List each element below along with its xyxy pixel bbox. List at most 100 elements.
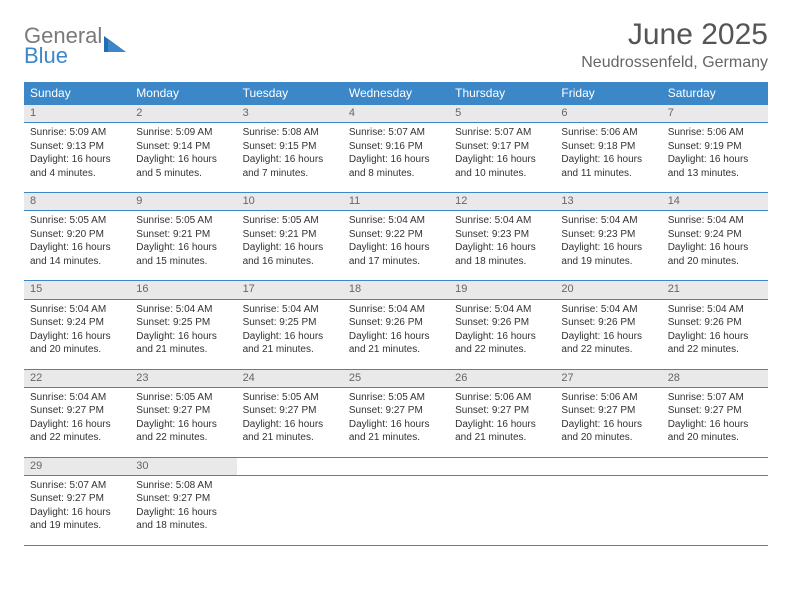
day-number: 27 xyxy=(555,369,661,387)
sunset-text: Sunset: 9:15 PM xyxy=(243,140,337,154)
sunset-text: Sunset: 9:16 PM xyxy=(349,140,443,154)
daynum-row: 22232425262728 xyxy=(24,369,768,387)
sunset-text: Sunset: 9:27 PM xyxy=(30,492,124,506)
day-number: 16 xyxy=(130,281,236,299)
sunrise-text: Sunrise: 5:04 AM xyxy=(668,214,762,228)
day-number: 21 xyxy=(662,281,768,299)
day-cell: Sunrise: 5:05 AMSunset: 9:27 PMDaylight:… xyxy=(130,387,236,457)
empty-cell xyxy=(555,475,661,545)
daylight-text: Daylight: 16 hours and 20 minutes. xyxy=(561,418,655,445)
sunset-text: Sunset: 9:27 PM xyxy=(243,404,337,418)
day-cell: Sunrise: 5:08 AMSunset: 9:27 PMDaylight:… xyxy=(130,475,236,545)
day-number: 9 xyxy=(130,193,236,211)
day-cell: Sunrise: 5:04 AMSunset: 9:26 PMDaylight:… xyxy=(555,299,661,369)
day-number: 26 xyxy=(449,369,555,387)
empty-cell xyxy=(662,475,768,545)
day-cell: Sunrise: 5:04 AMSunset: 9:26 PMDaylight:… xyxy=(662,299,768,369)
sunset-text: Sunset: 9:24 PM xyxy=(668,228,762,242)
sunrise-text: Sunrise: 5:04 AM xyxy=(30,303,124,317)
daylight-text: Daylight: 16 hours and 4 minutes. xyxy=(30,153,124,180)
day-cell: Sunrise: 5:04 AMSunset: 9:23 PMDaylight:… xyxy=(555,211,661,281)
empty-cell xyxy=(343,475,449,545)
sunset-text: Sunset: 9:19 PM xyxy=(668,140,762,154)
daylight-text: Daylight: 16 hours and 15 minutes. xyxy=(136,241,230,268)
day-number: 15 xyxy=(24,281,130,299)
day-cell: Sunrise: 5:04 AMSunset: 9:25 PMDaylight:… xyxy=(237,299,343,369)
weekday-header: Friday xyxy=(555,82,661,105)
sunrise-text: Sunrise: 5:05 AM xyxy=(136,391,230,405)
sunset-text: Sunset: 9:27 PM xyxy=(668,404,762,418)
day-cell: Sunrise: 5:07 AMSunset: 9:27 PMDaylight:… xyxy=(662,387,768,457)
header: GeneralBlue June 2025 Neudrossenfeld, Ge… xyxy=(24,18,768,72)
content-row: Sunrise: 5:07 AMSunset: 9:27 PMDaylight:… xyxy=(24,475,768,545)
daynum-row: 2930 xyxy=(24,457,768,475)
daylight-text: Daylight: 16 hours and 22 minutes. xyxy=(136,418,230,445)
month-title: June 2025 xyxy=(581,18,768,52)
day-cell: Sunrise: 5:09 AMSunset: 9:14 PMDaylight:… xyxy=(130,123,236,193)
daylight-text: Daylight: 16 hours and 7 minutes. xyxy=(243,153,337,180)
sunset-text: Sunset: 9:14 PM xyxy=(136,140,230,154)
day-number: 6 xyxy=(555,105,661,123)
day-number: 3 xyxy=(237,105,343,123)
sunset-text: Sunset: 9:25 PM xyxy=(136,316,230,330)
sunrise-text: Sunrise: 5:05 AM xyxy=(349,391,443,405)
weekday-header-row: Sunday Monday Tuesday Wednesday Thursday… xyxy=(24,82,768,105)
day-cell: Sunrise: 5:06 AMSunset: 9:18 PMDaylight:… xyxy=(555,123,661,193)
day-number: 30 xyxy=(130,457,236,475)
sunrise-text: Sunrise: 5:06 AM xyxy=(561,391,655,405)
sunset-text: Sunset: 9:27 PM xyxy=(455,404,549,418)
sunrise-text: Sunrise: 5:09 AM xyxy=(30,126,124,140)
daylight-text: Daylight: 16 hours and 19 minutes. xyxy=(30,506,124,533)
sunrise-text: Sunrise: 5:04 AM xyxy=(455,303,549,317)
sunrise-text: Sunrise: 5:04 AM xyxy=(668,303,762,317)
sunset-text: Sunset: 9:24 PM xyxy=(30,316,124,330)
daylight-text: Daylight: 16 hours and 20 minutes. xyxy=(30,330,124,357)
day-number: 29 xyxy=(24,457,130,475)
day-cell: Sunrise: 5:07 AMSunset: 9:17 PMDaylight:… xyxy=(449,123,555,193)
sunset-text: Sunset: 9:27 PM xyxy=(136,492,230,506)
weekday-header: Wednesday xyxy=(343,82,449,105)
sunrise-text: Sunrise: 5:06 AM xyxy=(668,126,762,140)
day-number: 1 xyxy=(24,105,130,123)
daylight-text: Daylight: 16 hours and 5 minutes. xyxy=(136,153,230,180)
daylight-text: Daylight: 16 hours and 10 minutes. xyxy=(455,153,549,180)
empty-cell xyxy=(237,457,343,475)
content-row: Sunrise: 5:04 AMSunset: 9:24 PMDaylight:… xyxy=(24,299,768,369)
daylight-text: Daylight: 16 hours and 11 minutes. xyxy=(561,153,655,180)
day-cell: Sunrise: 5:05 AMSunset: 9:20 PMDaylight:… xyxy=(24,211,130,281)
daylight-text: Daylight: 16 hours and 20 minutes. xyxy=(668,418,762,445)
sunset-text: Sunset: 9:23 PM xyxy=(561,228,655,242)
empty-cell xyxy=(555,457,661,475)
sunset-text: Sunset: 9:27 PM xyxy=(561,404,655,418)
sunrise-text: Sunrise: 5:04 AM xyxy=(561,214,655,228)
content-row: Sunrise: 5:04 AMSunset: 9:27 PMDaylight:… xyxy=(24,387,768,457)
sunrise-text: Sunrise: 5:05 AM xyxy=(30,214,124,228)
sunset-text: Sunset: 9:18 PM xyxy=(561,140,655,154)
daylight-text: Daylight: 16 hours and 22 minutes. xyxy=(561,330,655,357)
day-cell: Sunrise: 5:07 AMSunset: 9:27 PMDaylight:… xyxy=(24,475,130,545)
sunrise-text: Sunrise: 5:06 AM xyxy=(455,391,549,405)
day-number: 18 xyxy=(343,281,449,299)
day-number: 25 xyxy=(343,369,449,387)
daylight-text: Daylight: 16 hours and 21 minutes. xyxy=(349,330,443,357)
sunset-text: Sunset: 9:23 PM xyxy=(455,228,549,242)
sunrise-text: Sunrise: 5:05 AM xyxy=(243,214,337,228)
daylight-text: Daylight: 16 hours and 14 minutes. xyxy=(30,241,124,268)
empty-cell xyxy=(449,475,555,545)
sunrise-text: Sunrise: 5:07 AM xyxy=(455,126,549,140)
day-number: 17 xyxy=(237,281,343,299)
sunset-text: Sunset: 9:26 PM xyxy=(349,316,443,330)
daynum-row: 15161718192021 xyxy=(24,281,768,299)
sunset-text: Sunset: 9:26 PM xyxy=(455,316,549,330)
day-cell: Sunrise: 5:05 AMSunset: 9:21 PMDaylight:… xyxy=(237,211,343,281)
day-cell: Sunrise: 5:05 AMSunset: 9:27 PMDaylight:… xyxy=(237,387,343,457)
day-cell: Sunrise: 5:04 AMSunset: 9:27 PMDaylight:… xyxy=(24,387,130,457)
day-number: 4 xyxy=(343,105,449,123)
empty-cell xyxy=(449,457,555,475)
sunrise-text: Sunrise: 5:04 AM xyxy=(455,214,549,228)
day-cell: Sunrise: 5:05 AMSunset: 9:27 PMDaylight:… xyxy=(343,387,449,457)
logo: GeneralBlue xyxy=(24,24,130,67)
day-number: 24 xyxy=(237,369,343,387)
daylight-text: Daylight: 16 hours and 21 minutes. xyxy=(349,418,443,445)
sunrise-text: Sunrise: 5:08 AM xyxy=(243,126,337,140)
